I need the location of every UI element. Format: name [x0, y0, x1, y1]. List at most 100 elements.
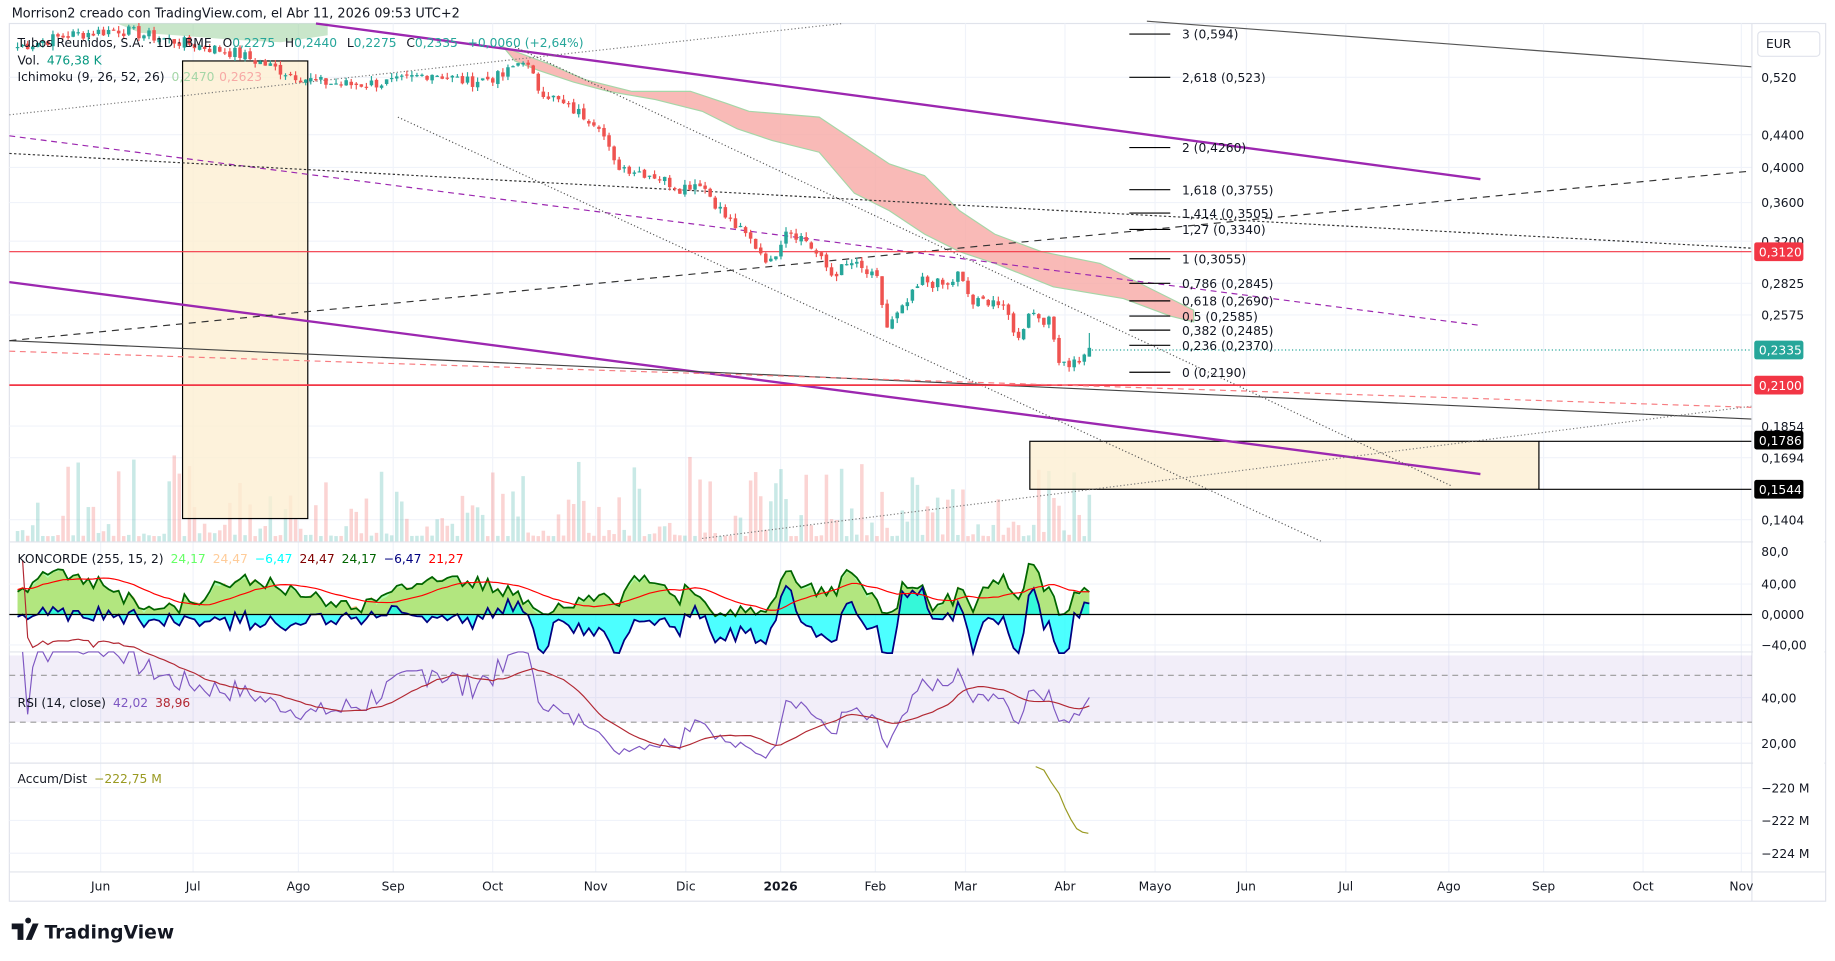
candle	[46, 41, 50, 45]
time-label: 2026	[764, 880, 798, 894]
candle	[384, 79, 389, 84]
candle	[106, 29, 111, 35]
highlight-box-jul[interactable]	[181, 60, 309, 520]
candle	[268, 63, 273, 66]
candle	[172, 39, 177, 44]
price-tick: 0,4400	[1761, 128, 1804, 142]
volume-bar	[799, 515, 803, 542]
volume-bar	[460, 495, 465, 542]
time-label: Feb	[865, 880, 887, 894]
volume-bar	[1011, 521, 1016, 542]
volume-bar	[673, 534, 677, 542]
volume-bar	[935, 497, 940, 542]
volume-bar	[298, 528, 303, 542]
tradingview-logo[interactable]: TradingView	[11, 917, 174, 944]
candle	[582, 108, 586, 120]
volume-bar	[976, 524, 980, 542]
price-tick: 0,1694	[1761, 451, 1804, 465]
candle	[733, 218, 738, 229]
candle	[20, 45, 25, 47]
candle	[662, 176, 667, 182]
volume-bar	[303, 534, 308, 542]
candle	[162, 38, 166, 40]
volume-bar	[678, 535, 682, 542]
volume-bar	[571, 504, 576, 542]
volume-bar	[996, 499, 1001, 542]
time-axis[interactable]: Jun Jul Ago Sep Oct Nov Dic 2026 Feb Mar Abr Mayo Ju…	[90, 880, 1753, 894]
volume-bar	[445, 525, 450, 542]
koncorde-value: −6,47	[255, 552, 293, 566]
drawings[interactable]	[9, 20, 1752, 543]
rsi-pane	[22, 560, 1090, 759]
volume-bar	[1026, 535, 1031, 542]
volume-bar	[561, 535, 566, 542]
candle	[121, 33, 126, 36]
volume-bar	[369, 535, 374, 542]
candle	[1016, 331, 1021, 338]
volume-bar	[556, 514, 561, 542]
candle	[248, 51, 252, 60]
candle	[25, 43, 30, 50]
symbol-name[interactable]: Tubos Reunidos, S.A. · 1D · BME	[17, 36, 212, 50]
volume-bar	[834, 519, 839, 542]
candle	[400, 75, 404, 77]
candle	[693, 184, 697, 190]
candle	[293, 75, 298, 81]
candle	[784, 231, 788, 244]
price-badge	[1754, 340, 1804, 360]
candle	[875, 270, 879, 276]
koncorde-value: 24,17	[342, 552, 377, 566]
volume-bar	[410, 535, 414, 542]
volume-bar	[890, 536, 894, 542]
candle	[910, 289, 915, 301]
candle	[531, 65, 535, 74]
candle	[1011, 313, 1016, 333]
volume-bar	[223, 524, 227, 542]
volume-bar	[531, 535, 535, 542]
candle	[465, 76, 470, 83]
trendline-purple-upper	[315, 22, 1481, 181]
volume-bar	[526, 532, 530, 542]
candle	[278, 64, 283, 75]
candle	[925, 276, 930, 283]
volume-bar	[162, 533, 166, 542]
candle	[657, 179, 662, 181]
price-axis-labels: 0,5200,44000,40000,36000,32000,28250,257…	[1754, 71, 1809, 861]
volume-bar	[844, 536, 849, 542]
candle	[652, 174, 657, 179]
volume-bar	[748, 480, 753, 542]
volume-bar	[855, 534, 859, 542]
fib-extension[interactable]: 3 (0,594) 2,618 (0,523) 2 (0,4260) 1,618 (0…	[1129, 28, 1273, 380]
volume-bar	[587, 532, 591, 542]
candle	[673, 188, 677, 190]
candle	[344, 80, 348, 86]
candle	[339, 84, 343, 86]
candle	[116, 30, 121, 34]
volume-bar	[657, 526, 662, 542]
volume-bars	[15, 455, 1092, 542]
volume-bar	[465, 512, 470, 542]
fib-level-label: 1,27 (0,3340)	[1182, 223, 1266, 237]
price-tick: 0,4000	[1761, 161, 1804, 175]
accum-axis-tick: −224 M	[1761, 847, 1809, 861]
volume-bar	[263, 526, 268, 542]
fib-level-label: 1,414 (0,3505)	[1182, 207, 1274, 221]
volume-bar	[1052, 497, 1056, 542]
koncorde-axis-tick: 80,0	[1761, 545, 1788, 559]
volume-bar	[197, 533, 202, 542]
volume-bar	[713, 533, 717, 542]
currency-button[interactable]	[1757, 31, 1821, 57]
candle	[683, 184, 687, 195]
candle	[1087, 347, 1092, 357]
volume-bar	[400, 501, 404, 542]
accum-dist-line	[1035, 766, 1089, 834]
volume-bar	[405, 518, 409, 542]
volume-bar	[708, 481, 712, 542]
candle	[546, 96, 551, 99]
candle	[642, 169, 647, 178]
accum-legend: Accum/Dist −222,75 M	[18, 772, 162, 786]
candle	[961, 271, 965, 282]
candle	[637, 171, 642, 173]
koncorde-axis-tick: −40,00	[1761, 639, 1806, 653]
